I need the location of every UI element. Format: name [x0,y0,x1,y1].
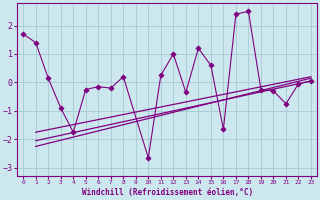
Point [71,131,76,134]
X-axis label: Windchill (Refroidissement éolien,°C): Windchill (Refroidissement éolien,°C) [82,188,253,197]
Point [58,106,63,110]
Point [271,89,276,93]
Point [258,88,263,91]
Point [233,13,238,16]
Point [83,88,88,91]
Point [308,79,314,83]
Point [21,32,26,36]
Point [108,87,113,90]
Point [46,77,51,80]
Point [158,74,164,77]
Point [96,85,101,88]
Point [246,10,251,13]
Point [183,91,188,94]
Point [208,64,213,67]
Point [33,41,38,44]
Point [121,75,126,78]
Point [221,128,226,131]
Point [296,82,301,85]
Point [171,52,176,56]
Point [196,47,201,50]
Point [284,102,289,105]
Point [146,156,151,159]
